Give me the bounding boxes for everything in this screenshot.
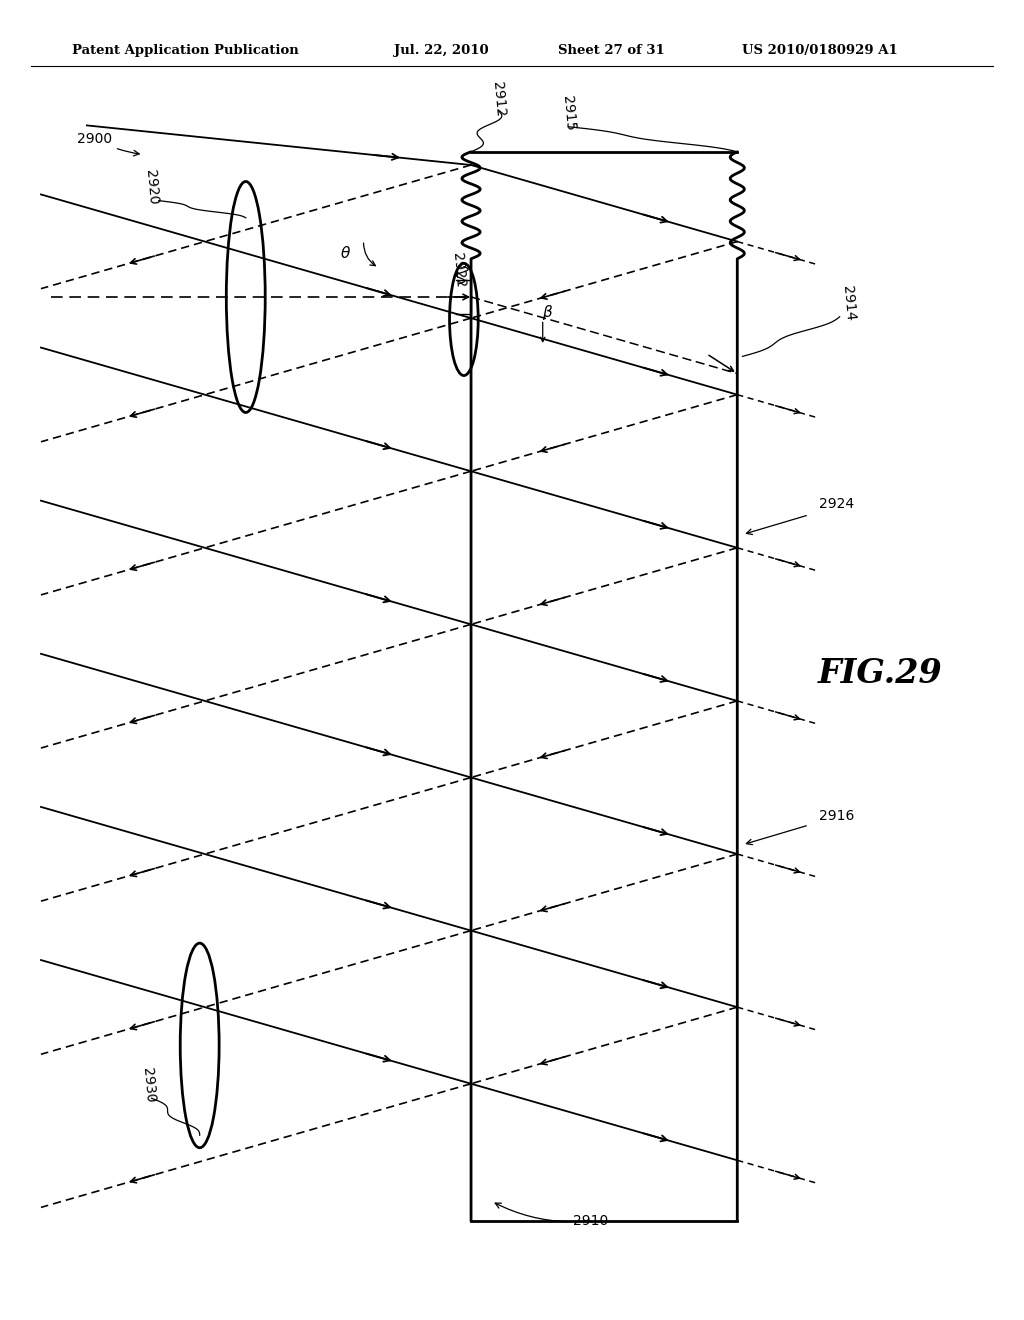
Text: 2920: 2920 [143,169,160,206]
Text: US 2010/0180929 A1: US 2010/0180929 A1 [742,44,898,57]
Text: 2915: 2915 [560,95,577,132]
Text: 2900: 2900 [77,132,139,156]
Text: 2910: 2910 [496,1203,608,1228]
Text: FIG.29: FIG.29 [818,657,943,689]
Text: 2912: 2912 [490,81,507,117]
Text: 2914: 2914 [840,285,857,322]
Text: $\beta$: $\beta$ [542,304,554,322]
Text: Jul. 22, 2010: Jul. 22, 2010 [394,44,488,57]
Text: 2916: 2916 [819,809,855,822]
Text: 2924: 2924 [819,498,854,511]
Text: $\theta$: $\theta$ [340,246,350,261]
Text: 2922: 2922 [451,252,467,289]
Text: 2930: 2930 [140,1067,157,1104]
Text: Sheet 27 of 31: Sheet 27 of 31 [558,44,665,57]
Text: Patent Application Publication: Patent Application Publication [72,44,298,57]
